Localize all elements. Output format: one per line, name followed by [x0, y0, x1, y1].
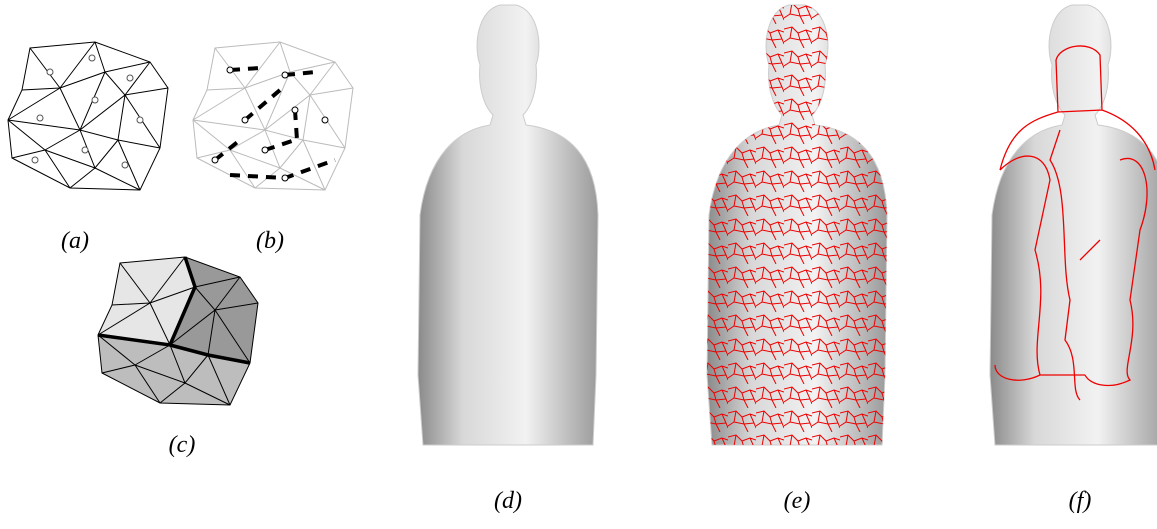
panel-a: (a): [8, 42, 168, 254]
panel-e: (e): [700, 0, 900, 514]
panel-label: (e): [784, 488, 811, 514]
panel-f: (f): [990, 5, 1157, 514]
panel-b: (b): [193, 42, 353, 254]
panel-label: (f): [1069, 488, 1092, 514]
panel-label: (c): [169, 432, 196, 458]
figure: (a) (b) (c) (d) (e): [0, 0, 1157, 529]
panel-label: (d): [494, 488, 522, 514]
panel-d: (d): [418, 5, 598, 514]
panel-c: (c): [98, 257, 258, 458]
panel-label: (b): [256, 228, 284, 254]
panel-label: (a): [61, 228, 89, 254]
